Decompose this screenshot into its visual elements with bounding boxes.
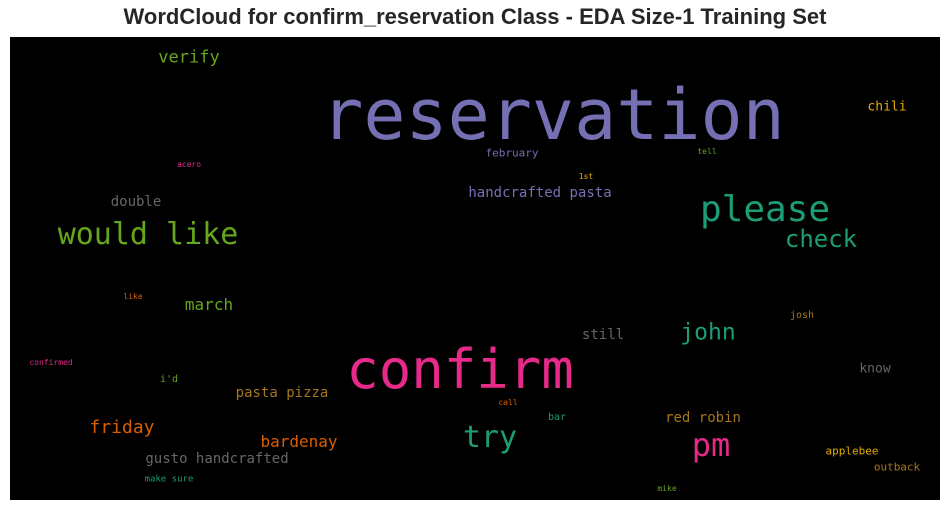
word-outback: outback	[873, 460, 921, 474]
word-confirmed: confirmed	[29, 358, 73, 367]
word-like: like	[123, 292, 143, 301]
word-make-sure: make sure	[144, 474, 194, 485]
word-check: check	[784, 225, 858, 253]
word-pasta-pizza: pasta pizza	[235, 385, 329, 401]
word-reservation: reservation	[321, 74, 785, 156]
wordcloud-canvas: reservation confirm please would like check p…	[10, 37, 940, 500]
word-verify: verify	[158, 47, 220, 68]
word-applebee: applebee	[825, 444, 879, 458]
word-gusto-handcrafted: gusto handcrafted	[145, 451, 289, 467]
word-john: john	[680, 319, 736, 346]
word-chili: chili	[867, 99, 907, 115]
word-try: try	[462, 420, 518, 455]
word-i-d: i'd	[159, 374, 179, 385]
word-acero: acero	[176, 160, 202, 169]
word-would-like: would like	[57, 217, 239, 252]
word-please: please	[699, 189, 831, 230]
word-still: still	[581, 327, 625, 343]
word-know: know	[859, 361, 891, 377]
word-call: call	[498, 398, 518, 407]
word-pm: pm	[691, 426, 731, 464]
word-bar: bar	[547, 412, 567, 423]
word-february: february	[485, 146, 539, 160]
word-double: double	[110, 194, 162, 210]
word-tell: tell	[697, 147, 717, 156]
word-mike: mike	[657, 484, 677, 493]
word-1st: 1st	[578, 172, 594, 181]
word-confirm: confirm	[346, 338, 574, 401]
word-friday: friday	[89, 417, 155, 438]
word-handcrafted-pasta: handcrafted pasta	[468, 185, 612, 201]
chart-title: WordCloud for confirm_reservation Class …	[123, 4, 827, 29]
word-josh: josh	[789, 310, 815, 321]
word-march: march	[184, 295, 234, 314]
word-bardenay: bardenay	[260, 432, 338, 451]
word-red-robin: red robin	[665, 410, 741, 426]
